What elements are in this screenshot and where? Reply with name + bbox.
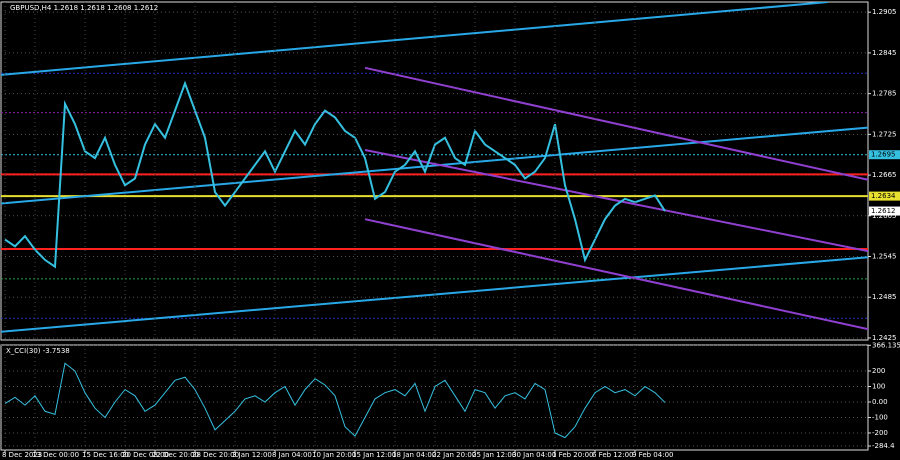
price-label: 1.2695 [871,151,896,159]
y-tick-label: 1.2545 [872,253,897,261]
trend-line [364,218,868,331]
x-tick-label: 20 Dec 08:00 [122,451,169,459]
x-tick-label: 9 Feb 04:00 [632,451,673,459]
y-tick-label: -200 [872,429,888,437]
x-tick-label: 10 Jan 20:00 [312,451,356,459]
price-label-box [869,191,900,201]
indicator-title: X_CCI(30) -3.7538 [6,347,70,355]
y-tick-label: 1.2425 [872,334,897,342]
x-tick-label: 3 Jan 12:00 [232,451,272,459]
x-tick-label: 22 Jan 20:00 [432,451,476,459]
x-tick-label: 25 Jan 12:00 [472,451,516,459]
x-tick-label: 15 Dec 16:00 [82,451,129,459]
y-tick-label: 1.2665 [872,171,897,179]
trend-line [1,126,868,205]
x-tick-label: 15 Jan 12:00 [352,451,396,459]
x-tick-label: 6 Feb 12:00 [592,451,633,459]
panel [1,345,868,447]
y-tick-label: 0.00 [872,398,888,406]
x-tick-label: 30 Jan 04:00 [512,451,556,459]
panel [1,2,868,339]
y-tick-label: 1.2605 [872,212,897,220]
x-tick-label: 22 Dec 20:00 [152,451,199,459]
price-label-box [869,150,900,160]
x-tick-label: 8 Dec 2023 [2,451,42,459]
y-tick-label: 1.2845 [872,49,897,57]
x-tick-label: 13 Dec 00:00 [32,451,79,459]
y-tick-label: 1.2905 [872,8,897,16]
price-label: 1.2634 [871,192,896,200]
y-tick-label: -100 [872,413,888,421]
trend-line [1,256,868,333]
x-tick-label: 18 Jan 04:00 [392,451,436,459]
y-tick-label: 200 [872,367,885,375]
y-tick-label: 1.2485 [872,293,897,301]
y-tick-label: 366.1356 [872,341,900,349]
price-label-box [869,206,900,216]
y-tick-label: -284.4 [872,442,895,450]
price-label: 1.2612 [871,207,896,215]
trend-line [1,2,829,76]
x-tick-label: 28 Dec 20:00 [192,451,239,459]
y-tick-label: 1.2725 [872,130,897,138]
x-tick-label: 1 Feb 20:00 [552,451,593,459]
price-line [4,80,666,269]
price-line [4,362,666,439]
x-tick-label: 8 Jan 04:00 [272,451,312,459]
trend-line [364,66,868,181]
trend-line [364,148,868,253]
y-tick-label: 100 [872,383,885,391]
y-tick-label: 1.2785 [872,90,897,98]
chart-title: GBPUSD,H4 1.2618 1.2618 1.2608 1.2612 [10,4,158,12]
